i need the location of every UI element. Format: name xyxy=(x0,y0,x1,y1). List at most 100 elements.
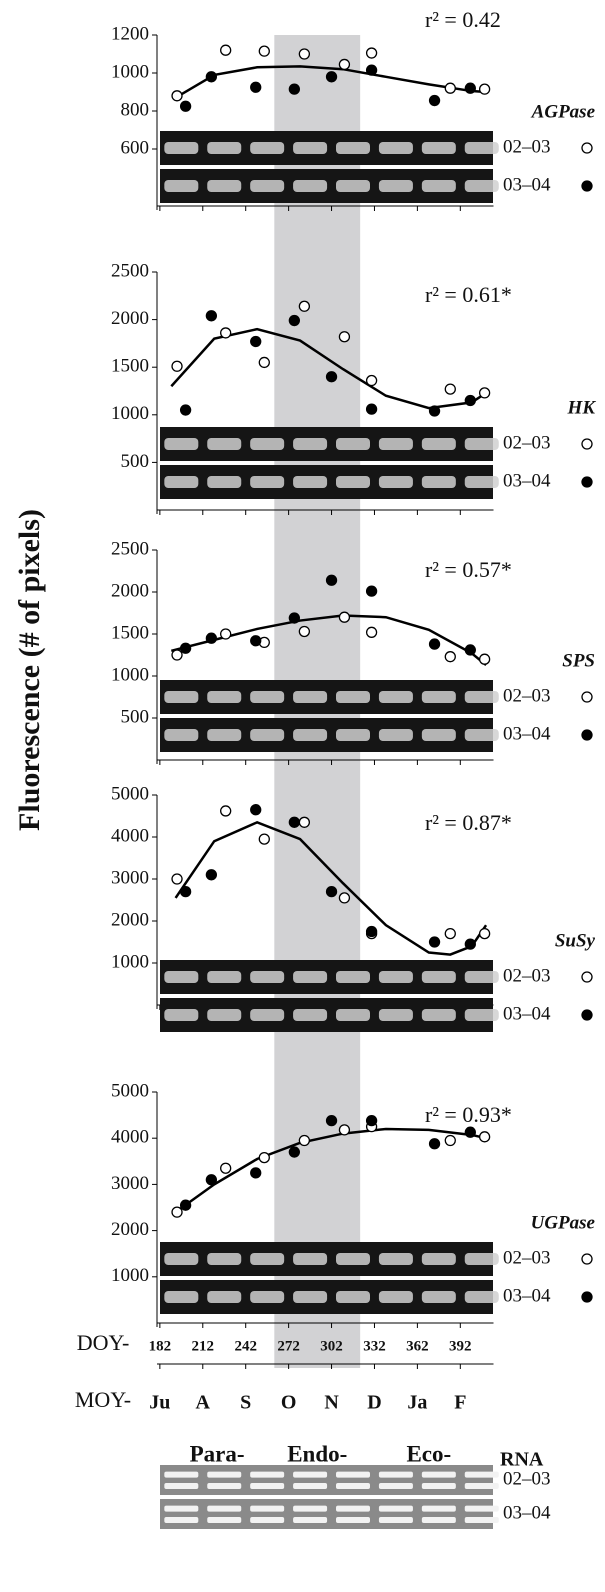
legend-marker xyxy=(582,1254,592,1264)
data-point xyxy=(367,376,377,386)
legend-label: 03–04 xyxy=(503,470,551,491)
y-tick-label: 1000 xyxy=(111,403,149,424)
y-tick-label: 500 xyxy=(121,706,150,727)
phase-label: Para- xyxy=(190,1441,245,1466)
gel-band xyxy=(250,1506,284,1512)
gel-band xyxy=(465,1291,499,1303)
annotation: r² = 0.87* xyxy=(425,810,512,835)
gel-band xyxy=(336,1472,370,1478)
data-point xyxy=(251,805,261,815)
x-tick-label: 212 xyxy=(192,1338,215,1354)
gel-band xyxy=(293,1506,327,1512)
data-point xyxy=(327,887,337,897)
gel-band xyxy=(379,438,413,450)
y-tick-label: 800 xyxy=(121,99,150,120)
rna-label: RNA xyxy=(500,1449,544,1471)
data-point xyxy=(367,48,377,58)
data-point xyxy=(430,639,440,649)
month-label: N xyxy=(324,1392,339,1414)
month-label: A xyxy=(196,1392,211,1414)
gel-band xyxy=(250,1517,284,1523)
month-label: F xyxy=(454,1392,466,1414)
data-point xyxy=(465,645,475,655)
data-point xyxy=(289,1147,299,1157)
data-point xyxy=(367,586,377,596)
legend-marker xyxy=(582,439,592,449)
gel-band xyxy=(379,1517,413,1523)
x-tick-label: 392 xyxy=(449,1338,472,1354)
data-point xyxy=(465,83,475,93)
annotation: r² = 0.93* xyxy=(425,1102,512,1127)
data-point xyxy=(480,84,490,94)
gel-band xyxy=(293,1483,327,1489)
y-tick-label: 5000 xyxy=(111,783,149,804)
legend-label: 03–04 xyxy=(503,174,551,195)
data-point xyxy=(480,929,490,939)
gel-band xyxy=(207,1506,241,1512)
gel-band xyxy=(465,180,499,192)
gel-band xyxy=(465,1472,499,1478)
gel-band xyxy=(422,476,456,488)
phase-label: Eco- xyxy=(406,1441,451,1466)
gel-band xyxy=(422,438,456,450)
gel-band xyxy=(336,180,370,192)
data-point xyxy=(445,929,455,939)
gel-band xyxy=(293,1009,327,1021)
annotation: r² = 0.57* xyxy=(425,557,512,582)
gel-band xyxy=(250,691,284,703)
legend-label: 03–04 xyxy=(503,1003,551,1024)
gel-band xyxy=(422,1009,456,1021)
legend-label: 02–03 xyxy=(503,432,551,453)
data-point xyxy=(299,626,309,636)
gel-band xyxy=(379,971,413,983)
y-tick-label: 1500 xyxy=(111,622,149,643)
gel-band xyxy=(207,1472,241,1478)
gene-label: UGPase xyxy=(531,1212,596,1233)
gene-label: HK xyxy=(567,397,597,418)
data-point xyxy=(181,643,191,653)
data-point xyxy=(221,328,231,338)
gel-band xyxy=(207,1483,241,1489)
gel-band xyxy=(336,1517,370,1523)
gel-band xyxy=(207,1291,241,1303)
gel-band xyxy=(207,142,241,154)
y-tick-label: 1000 xyxy=(111,1265,149,1286)
gel-band xyxy=(336,1291,370,1303)
data-point xyxy=(299,301,309,311)
data-point xyxy=(430,406,440,416)
gel-band xyxy=(207,1009,241,1021)
data-point xyxy=(172,650,182,660)
data-point xyxy=(327,72,337,82)
gel-band xyxy=(207,1517,241,1523)
data-point xyxy=(327,575,337,585)
y-tick-label: 1500 xyxy=(111,356,149,377)
y-tick-label: 1000 xyxy=(111,664,149,685)
data-point xyxy=(172,361,182,371)
y-axis-label: Fluorescence (# of pixels) xyxy=(13,509,46,831)
data-point xyxy=(206,311,216,321)
data-point xyxy=(430,1139,440,1149)
data-point xyxy=(206,633,216,643)
data-point xyxy=(251,82,261,92)
gel-band xyxy=(422,1253,456,1265)
data-point xyxy=(259,357,269,367)
annotation: r² = 0.42 xyxy=(425,7,501,32)
gel-band xyxy=(465,1517,499,1523)
gel-band xyxy=(336,476,370,488)
legend-marker xyxy=(582,477,592,487)
gel-band xyxy=(379,1253,413,1265)
data-point xyxy=(251,636,261,646)
gel-band xyxy=(207,691,241,703)
phase-label: Endo- xyxy=(287,1441,347,1466)
rna-row-label: 03–04 xyxy=(503,1502,551,1523)
data-point xyxy=(367,627,377,637)
gel-band xyxy=(379,691,413,703)
gel-band xyxy=(164,438,198,450)
data-point xyxy=(181,405,191,415)
doy-label: DOY- xyxy=(77,1330,130,1355)
gel-band xyxy=(465,142,499,154)
gel-band xyxy=(379,142,413,154)
gel-band xyxy=(336,1483,370,1489)
legend-marker xyxy=(582,1010,592,1020)
gel-band xyxy=(164,971,198,983)
